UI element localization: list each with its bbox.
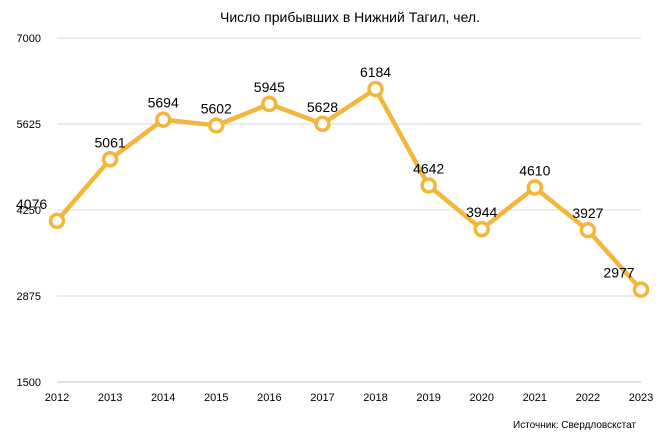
data-label: 5945	[254, 79, 285, 95]
data-point	[473, 220, 490, 238]
data-label: 5602	[201, 100, 232, 116]
data-label: 4610	[519, 162, 550, 178]
data-label: 3927	[572, 205, 603, 221]
data-point	[579, 221, 597, 239]
data-label: 2977	[603, 265, 634, 281]
data-point	[526, 179, 544, 196]
data-point	[101, 151, 119, 168]
chart-title: Число прибывших в Нижний Тагил, чел.	[220, 9, 480, 25]
data-label: 5628	[307, 99, 338, 115]
data-point	[48, 212, 66, 230]
data-label: 4076	[16, 196, 47, 212]
source-note: Источник: Свердловскстат	[513, 420, 636, 431]
y-tick-label: 4250	[17, 205, 41, 217]
data-point	[208, 117, 225, 134]
x-tick-label: 2018	[363, 392, 387, 404]
data-label: 4642	[413, 160, 444, 176]
data-label: 5694	[148, 95, 179, 111]
x-tick-label: 2017	[310, 392, 334, 404]
x-tick-label: 2022	[576, 392, 600, 404]
data-label: 3944	[466, 204, 497, 220]
y-tick-label: 1500	[17, 377, 41, 389]
y-tick-label: 2875	[17, 291, 41, 303]
data-point	[420, 177, 437, 194]
data-label: 5061	[95, 134, 126, 150]
series-group	[48, 80, 650, 298]
x-tick-label: 2021	[523, 392, 547, 404]
data-point	[314, 115, 331, 133]
data-point	[367, 80, 384, 98]
y-axis-tick-labels: 1500 2875 4250 5625 7000	[17, 33, 41, 389]
x-tick-label: 2014	[151, 392, 175, 404]
x-tick-label: 2015	[204, 392, 228, 404]
x-axis-tick-labels: 2012 2013 2014 2015 2016 2017 2018 2019 2020 2021…	[45, 392, 653, 404]
data-label: 6184	[360, 64, 391, 80]
x-tick-label: 2016	[257, 392, 281, 404]
x-tick-label: 2023	[629, 392, 653, 404]
x-tick-label: 2019	[416, 392, 440, 404]
gridlines	[57, 37, 641, 383]
series-line	[54, 86, 644, 292]
x-tick-label: 2020	[469, 392, 493, 404]
y-tick-label: 5625	[17, 119, 41, 131]
x-tick-label: 2013	[98, 392, 122, 404]
x-tick-label: 2012	[45, 392, 69, 404]
data-point	[632, 281, 650, 298]
data-point	[261, 95, 278, 113]
data-labels: 4076 5061 5694 5602 5945 5628 6184 4642 3944 4610…	[16, 64, 635, 281]
data-point	[154, 111, 172, 128]
y-tick-label: 7000	[17, 33, 41, 45]
